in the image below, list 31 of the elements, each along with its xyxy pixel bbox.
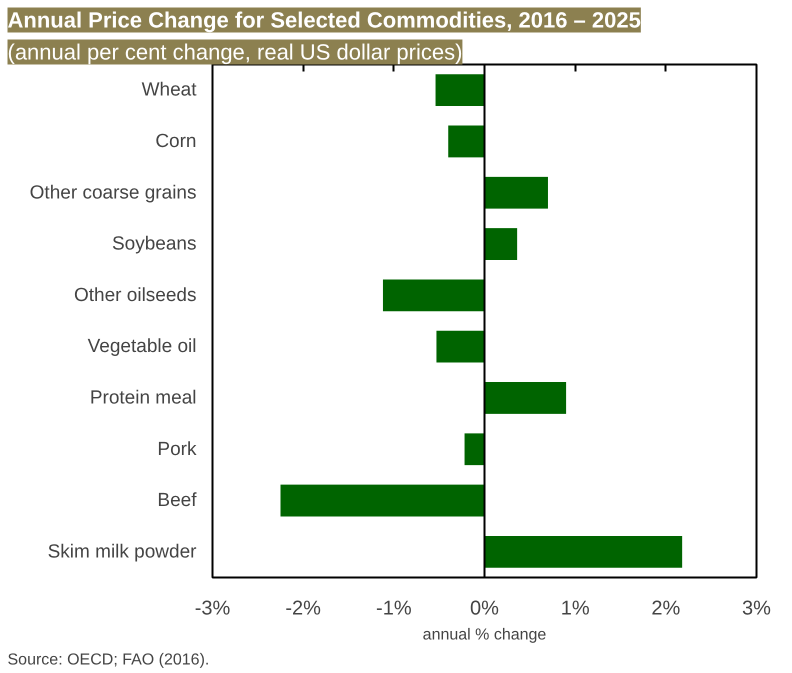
x-axis-title: annual % change bbox=[422, 626, 546, 644]
y-tick-label: Corn bbox=[155, 130, 197, 152]
y-tick-label: Pork bbox=[157, 438, 197, 460]
bar bbox=[464, 433, 484, 466]
bar bbox=[484, 382, 566, 414]
x-tick-label: 3% bbox=[742, 598, 772, 620]
bar bbox=[484, 176, 548, 209]
y-tick-label: Skim milk powder bbox=[48, 541, 198, 562]
bar bbox=[382, 279, 484, 312]
y-tick-label: Other oilseeds bbox=[74, 284, 197, 306]
chart-subtitle: (annual per cent change, real US dollar prices) bbox=[8, 40, 462, 64]
y-tick-label: Protein meal bbox=[90, 387, 197, 408]
bar bbox=[448, 126, 484, 158]
bar bbox=[436, 330, 484, 363]
y-tick-label: Wheat bbox=[142, 80, 198, 101]
y-tick-label: Beef bbox=[157, 490, 198, 512]
x-tick-label: 2% bbox=[651, 598, 681, 620]
y-tick-label: Soybeans bbox=[112, 234, 197, 255]
x-tick-label: -2% bbox=[285, 598, 322, 620]
bar bbox=[484, 228, 518, 260]
chart-title: Annual Price Change for Selected Commodities, 2016 – 2025 bbox=[8, 8, 641, 32]
y-tick-label: Other coarse grains bbox=[30, 182, 197, 204]
x-tick-label: 0% bbox=[470, 598, 500, 620]
x-tick-label: -3% bbox=[194, 598, 230, 620]
x-tick-label: 1% bbox=[560, 598, 590, 620]
bar bbox=[280, 484, 484, 516]
source-note: Source: OECD; FAO (2016). bbox=[8, 652, 210, 668]
y-tick-label: Vegetable oil bbox=[88, 336, 197, 358]
bar bbox=[436, 74, 484, 106]
bar bbox=[484, 536, 682, 568]
x-tick-label: -1% bbox=[376, 598, 412, 620]
